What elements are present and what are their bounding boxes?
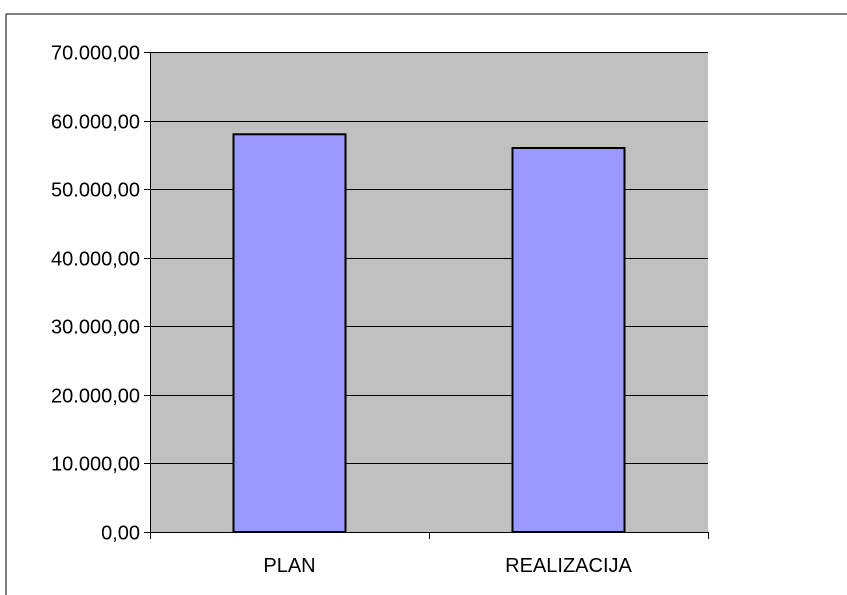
- bar-realizacija: [511, 147, 626, 533]
- axes: [144, 52, 709, 539]
- x-tick-label: REALIZACIJA: [505, 555, 632, 577]
- y-tick-labels: 0,00 10.000,00 20.000,00 30.000,00 40.000,00…: [51, 43, 140, 545]
- y-tick-label: 40.000,00: [51, 249, 140, 271]
- bar-plan: [232, 133, 347, 534]
- x-tick-label: PLAN: [263, 555, 315, 577]
- y-tick-label: 50.000,00: [51, 180, 140, 202]
- y-tick-label: 10.000,00: [51, 454, 140, 476]
- y-tick-label: 30.000,00: [51, 317, 140, 339]
- y-tick-label: 20.000,00: [51, 386, 140, 408]
- bars: [232, 133, 626, 534]
- y-tick-label: 70.000,00: [51, 43, 140, 65]
- y-tick-label: 0,00: [101, 523, 140, 545]
- x-tick-labels: PLAN REALIZACIJA: [263, 555, 632, 577]
- y-tick-label: 60.000,00: [51, 112, 140, 134]
